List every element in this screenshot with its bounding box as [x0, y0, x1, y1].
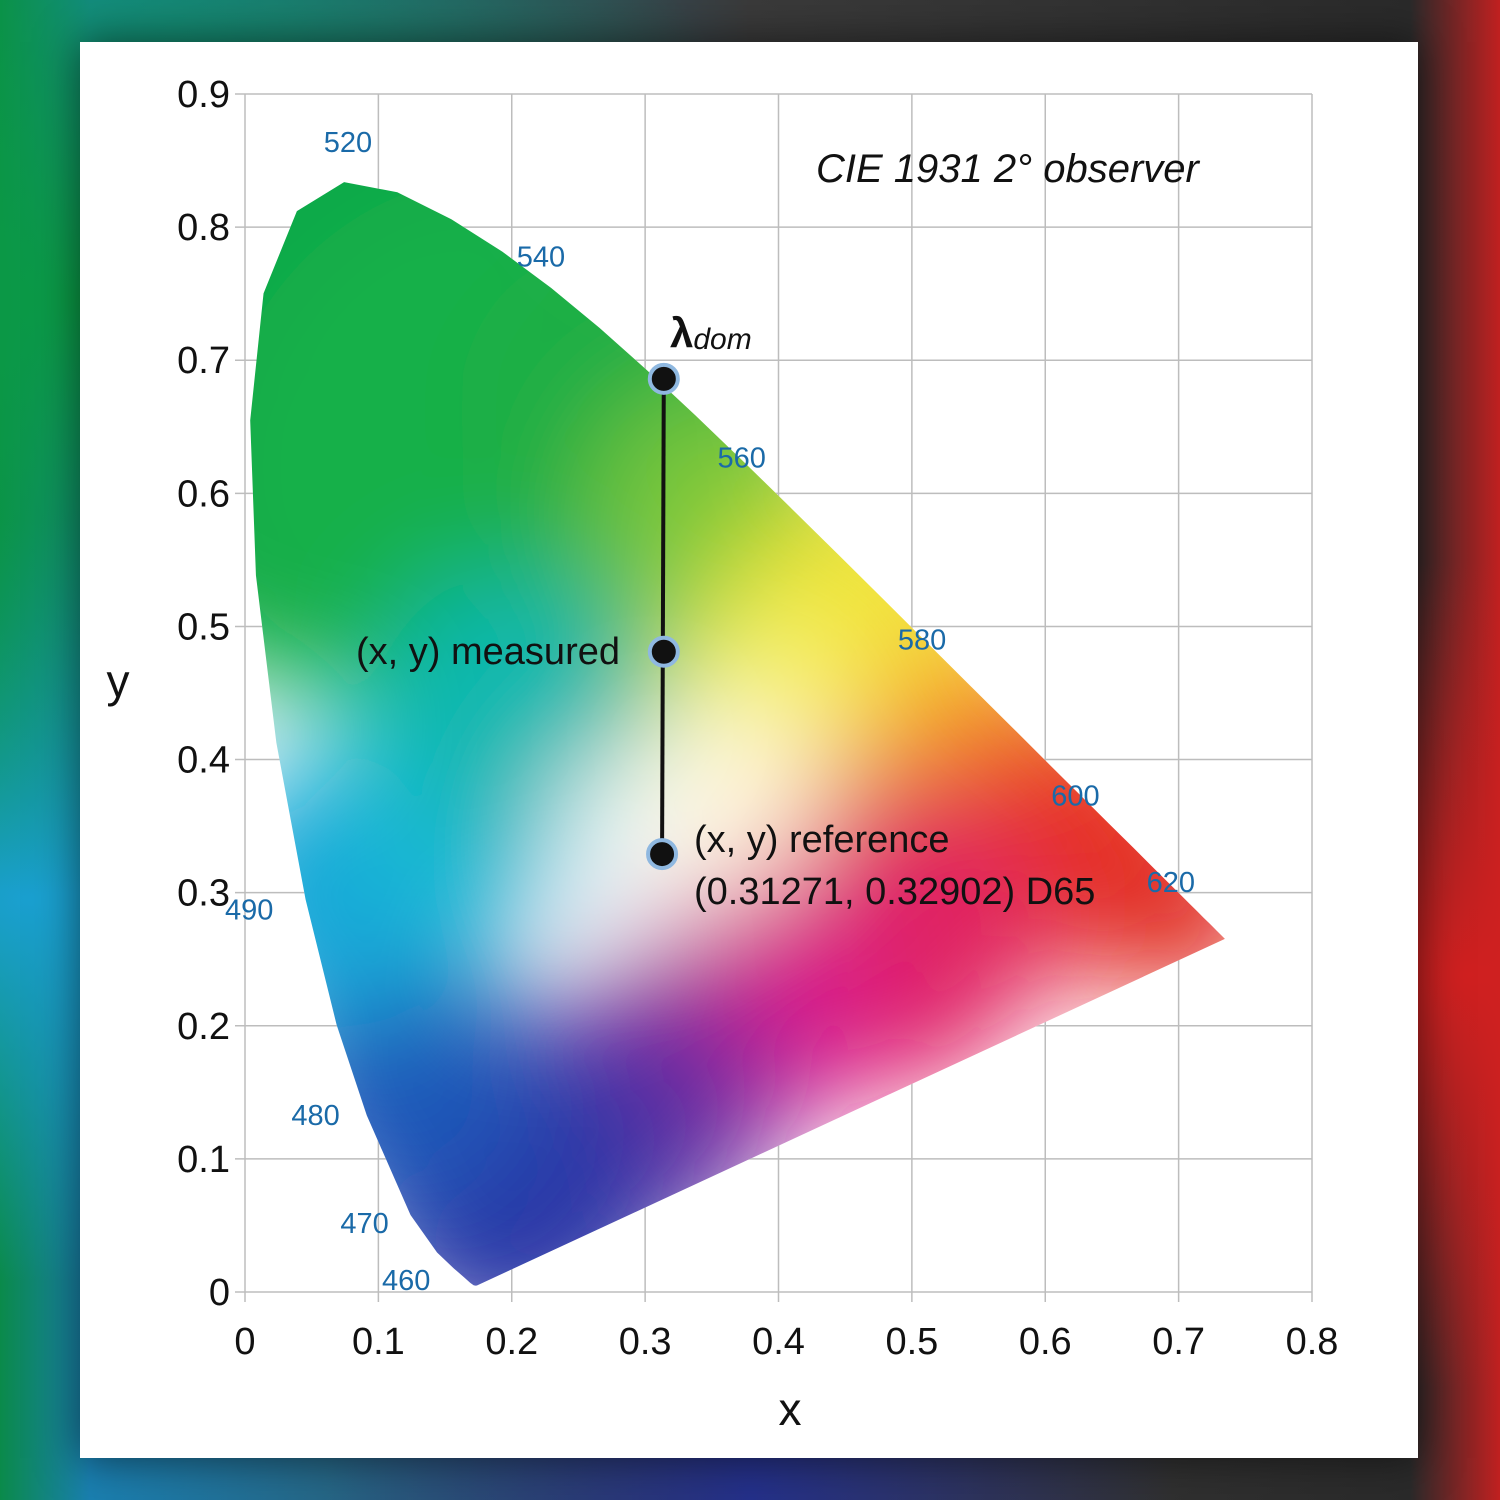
y-tick-label: 0.5: [177, 606, 230, 648]
lambda-symbol: λ: [670, 309, 693, 356]
wavelength-label: 540: [517, 241, 565, 273]
wavelength-label: 460: [382, 1265, 430, 1297]
x-tick-label: 0.4: [752, 1321, 805, 1363]
x-tick-label: 0.3: [619, 1321, 672, 1363]
x-tick-label: 0.6: [1019, 1321, 1072, 1363]
y-tick-label: 0.4: [177, 740, 230, 782]
x-tick-label: 0.5: [885, 1321, 938, 1363]
y-tick-label: 0.8: [177, 207, 230, 249]
y-tick-label: 0.1: [177, 1139, 230, 1181]
wavelength-label: 520: [324, 127, 372, 159]
lambda-dom-label: λdom: [670, 309, 752, 356]
chart-point: [646, 838, 679, 871]
y-tick-label: 0.9: [177, 74, 230, 116]
y-tick-label: 0.2: [177, 1006, 230, 1048]
y-tick-label: 0.6: [177, 473, 230, 515]
spectral-locus-region: [250, 182, 1225, 1286]
chart-point: [647, 635, 680, 668]
x-tick-label: 0: [234, 1321, 255, 1363]
wavelength-label: 480: [291, 1100, 339, 1132]
wavelength-label: 620: [1147, 867, 1195, 899]
measured-label: (x, y) measured: [356, 631, 620, 673]
y-tick-label: 0: [209, 1272, 230, 1314]
x-tick-label: 0.7: [1152, 1321, 1205, 1363]
chart-point: [647, 362, 680, 395]
chromaticity-chart: 0 0.1 0.2 0.3 0.4 0.5 0.6 0.7 0.8 0 0.1 0.2 0.3 0.4 0.…: [107, 74, 1339, 1435]
wavelength-label: 580: [898, 625, 946, 657]
reference-label-line2: (0.31271, 0.32902) D65: [694, 871, 1095, 913]
wavelength-label: 470: [340, 1208, 388, 1240]
y-axis-label: y: [107, 655, 130, 707]
wavelength-label: 490: [225, 894, 273, 926]
chart-title: CIE 1931 2° observer: [816, 147, 1201, 191]
reference-label-line1: (x, y) reference: [694, 819, 950, 861]
y-tick-label: 0.3: [177, 873, 230, 915]
dominant-wavelength-line: [660, 378, 666, 855]
y-tick-label: 0.7: [177, 340, 230, 382]
lambda-subscript: dom: [693, 323, 751, 356]
x-tick-label: 0.8: [1286, 1321, 1339, 1363]
chart-card: 0 0.1 0.2 0.3 0.4 0.5 0.6 0.7 0.8 0 0.1 0.2 0.3 0.4 0.…: [80, 42, 1418, 1458]
wavelength-label: 560: [717, 442, 765, 474]
x-axis-label: x: [779, 1383, 802, 1435]
x-tick-label: 0.2: [485, 1321, 538, 1363]
x-tick-label: 0.1: [352, 1321, 405, 1363]
wavelength-label: 600: [1051, 780, 1099, 812]
